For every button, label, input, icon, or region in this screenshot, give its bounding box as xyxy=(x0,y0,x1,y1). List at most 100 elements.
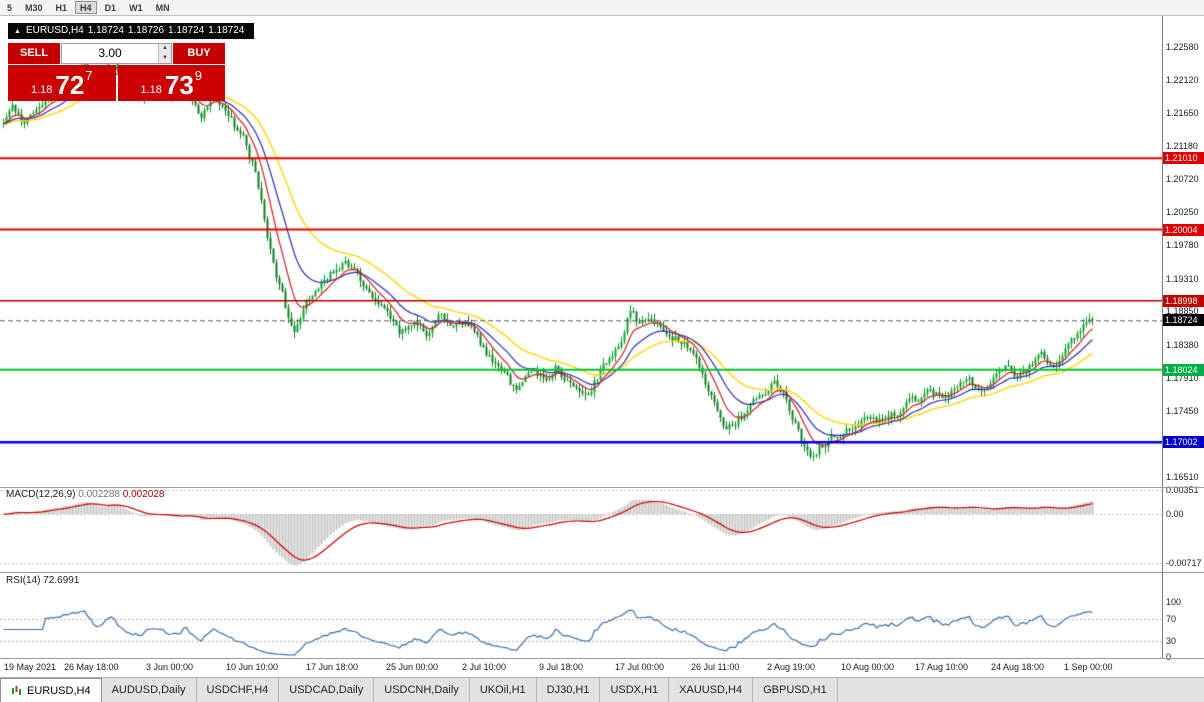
time-axis-label: 25 Jun 00:00 xyxy=(386,662,439,672)
macd-indicator-chart[interactable] xyxy=(0,487,1162,572)
tab-dj30-h1[interactable]: DJ30,H1 xyxy=(536,678,601,702)
tab-eurusd-h4[interactable]: EURUSD,H4 xyxy=(0,678,102,702)
volume-down-icon[interactable]: ▼ xyxy=(159,53,171,63)
buy-button[interactable]: BUY xyxy=(173,43,225,64)
price-axis-label: 1.19780 xyxy=(1166,240,1199,251)
time-axis-label: 17 Jul 00:00 xyxy=(615,662,665,672)
rsi-label: RSI(14) 72.6991 xyxy=(6,575,79,586)
sell-button[interactable]: SELL xyxy=(8,43,60,64)
macd-title: MACD(12,26,9) xyxy=(6,489,76,500)
time-axis[interactable]: 19 May 2021 26 May 18:00 3 Jun 00:00 10 Jun… xyxy=(0,659,1162,677)
tab-usdchf-h4[interactable]: USDCHF,H4 xyxy=(196,678,280,702)
price-axis-separator xyxy=(1162,16,1163,658)
price-level-tag: 1.18998 xyxy=(1163,294,1204,307)
tab-audusd-daily[interactable]: AUDUSD,Daily xyxy=(101,678,197,702)
tab-gbpusd-h1[interactable]: GBPUSD,H1 xyxy=(753,678,838,702)
chart-symbol-label: EURUSD,H4 xyxy=(25,25,84,36)
time-axis-label: 10 Jun 10:00 xyxy=(226,662,279,672)
tab-usdx-h1[interactable]: USDX,H1 xyxy=(600,678,670,702)
volume-spinner[interactable]: ▲ ▼ xyxy=(158,44,171,63)
tab-usdcnh-daily[interactable]: USDCNH,Daily xyxy=(374,678,470,702)
tf-button-h1[interactable]: H1 xyxy=(55,3,68,13)
price-axis-label: 1.20720 xyxy=(1166,173,1199,184)
time-axis-label: 26 May 18:00 xyxy=(64,662,119,672)
price-axis-label: 1.21650 xyxy=(1166,108,1199,119)
time-axis-label: 24 Aug 18:00 xyxy=(991,662,1045,672)
time-axis-label: 17 Aug 10:00 xyxy=(915,662,969,672)
tab-xauusd-h4[interactable]: XAUUSD,H4 xyxy=(669,678,754,702)
tab-label: USDCAD,Daily xyxy=(289,684,364,696)
tab-ukoil-h1[interactable]: UKOil,H1 xyxy=(469,678,537,702)
rsi-axis-label: 30 xyxy=(1166,635,1177,646)
price-axis-label: 1.19310 xyxy=(1166,273,1199,284)
tab-label: USDX,H1 xyxy=(610,684,659,696)
ohlc-low: 1.18724 xyxy=(168,25,205,36)
buy-price-prefix: 1.18 xyxy=(140,84,162,96)
rsi-axis-label: 0 xyxy=(1166,652,1172,662)
rsi-indicator-chart[interactable] xyxy=(0,572,1162,658)
price-level-tag: 1.17002 xyxy=(1163,436,1204,449)
buy-price-pip: 9 xyxy=(194,68,203,83)
tab-usdcad-daily[interactable]: USDCAD,Daily xyxy=(279,678,375,702)
sell-price-prefix: 1.18 xyxy=(30,84,53,96)
price-axis-label: 1.17450 xyxy=(1166,405,1199,416)
macd-value-main: 0.002288 xyxy=(78,489,120,500)
time-axis-label: 10 Aug 00:00 xyxy=(841,662,895,672)
ohlc-high: 1.18726 xyxy=(127,25,165,36)
tf-button-mn[interactable]: MN xyxy=(155,3,170,13)
price-level-tag: 1.18024 xyxy=(1163,363,1204,376)
time-axis-label: 26 Jul 11:00 xyxy=(691,662,740,672)
current-price-tag: 1.18724 xyxy=(1163,314,1204,327)
tab-label: XAUUSD,H4 xyxy=(679,684,743,696)
sell-price-big: 72 xyxy=(55,70,85,100)
sell-price-quote[interactable]: 1.18 72 7 xyxy=(8,65,116,101)
rsi-axis-label: 70 xyxy=(1166,613,1177,624)
volume-input[interactable]: 3.00 ▲ ▼ xyxy=(61,43,172,64)
sell-price-pip: 7 xyxy=(85,68,93,83)
price-axis-label: 1.18850 xyxy=(1166,306,1199,317)
macd-label: MACD(12,26,9) 0.002288 0.002028 xyxy=(6,489,164,500)
volume-value[interactable]: 3.00 xyxy=(98,46,122,60)
time-axis-label: 19 May 2021 xyxy=(4,662,57,672)
candlestick-icon xyxy=(12,686,21,695)
tab-label: GBPUSD,H1 xyxy=(763,684,827,696)
price-axis-label: 1.16510 xyxy=(1166,472,1199,483)
time-axis-label: 2 Jul 10:00 xyxy=(462,662,507,672)
tabbar-separator xyxy=(0,677,1204,678)
time-axis-label: 2 Aug 19:00 xyxy=(767,662,816,672)
rsi-title: RSI(14) xyxy=(6,575,41,586)
tf-button-w1[interactable]: W1 xyxy=(129,3,143,13)
tf-button-h4[interactable]: H4 xyxy=(75,1,97,14)
time-axis-label: 1 Sep 00:00 xyxy=(1064,662,1113,672)
time-axis-label: 17 Jun 18:00 xyxy=(306,662,359,672)
macd-panel-separator xyxy=(0,487,1204,488)
tf-button-d1[interactable]: D1 xyxy=(104,3,117,13)
ohlc-close: 1.18724 xyxy=(208,25,245,36)
price-axis-label: 1.21180 xyxy=(1166,141,1198,152)
macd-value-signal: 0.002028 xyxy=(122,489,165,500)
buy-price-quote[interactable]: 1.18 73 9 xyxy=(117,65,225,101)
price-axis-label: 1.18380 xyxy=(1166,339,1199,350)
macd-axis-label: 0.00 xyxy=(1166,509,1184,520)
rsi-value: 72.6991 xyxy=(43,575,80,586)
tab-label: AUDUSD,Daily xyxy=(111,684,186,696)
tab-label: USDCNH,Daily xyxy=(384,684,459,696)
collapse-triangle-icon[interactable]: ▲ xyxy=(14,28,21,35)
tf-button-5[interactable]: 5 xyxy=(7,3,13,13)
tab-label: UKOil,H1 xyxy=(479,684,526,696)
price-level-tag: 1.21010 xyxy=(1163,152,1204,165)
ohlc-open: 1.18724 xyxy=(87,25,124,36)
tab-label: USDCHF,H4 xyxy=(206,684,269,696)
buy-price-big: 73 xyxy=(164,70,194,100)
volume-up-icon[interactable]: ▲ xyxy=(159,44,171,54)
chart-ohlc-bar: ▲ EURUSD,H4 1.18724 1.18726 1.18724 1.18724 xyxy=(8,23,255,39)
tab-label: DJ30,H1 xyxy=(546,684,590,696)
price-axis-label: 1.22580 xyxy=(1166,42,1199,53)
time-axis-label: 3 Jun 00:00 xyxy=(146,662,194,672)
tab-label: EURUSD,H4 xyxy=(27,684,91,697)
tf-button-m30[interactable]: M30 xyxy=(25,3,43,13)
rsi-axis-label: 100 xyxy=(1166,597,1182,607)
one-click-trading-panel: SELL 3.00 ▲ ▼ BUY 1.18 72 7 1.18 73 9 xyxy=(8,43,225,101)
price-axis-label: 1.20250 xyxy=(1166,207,1199,218)
chart-tabbar: EURUSD,H4 AUDUSD,Daily USDCHF,H4 USDCAD,Dai… xyxy=(0,678,1204,702)
